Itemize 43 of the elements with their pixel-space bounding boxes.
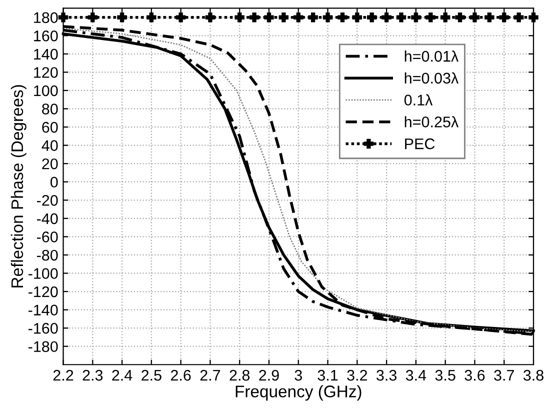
y-tick-label: -180 [28, 341, 58, 352]
x-tick-label: 3 [294, 370, 302, 381]
x-tick-label: 2.9 [259, 370, 279, 381]
y-tick-label: -120 [28, 286, 58, 298]
y-tick-label: 0 [50, 176, 58, 188]
x-tick-label: 2.8 [230, 370, 250, 381]
y-tick-label: -140 [28, 304, 58, 316]
y-tick-label: -40 [36, 213, 58, 224]
y-tick-label: 140 [34, 48, 58, 60]
legend-label: h=0.25λ [404, 116, 458, 128]
y-tick-label: 60 [42, 122, 58, 133]
y-tick-label: -100 [28, 268, 58, 279]
x-tick-label: 3.3 [376, 370, 396, 381]
x-tick-label: 3.5 [435, 370, 456, 381]
x-axis-title: Frequency (GHz) [236, 385, 362, 401]
x-tick-label: 2.2 [53, 370, 74, 381]
x-tick-label: 2.5 [142, 370, 162, 381]
y-tick-label: -160 [28, 322, 58, 334]
x-tick-label: 2.4 [112, 370, 132, 381]
y-tick-label: 180 [34, 12, 58, 24]
legend-label: h=0.01λ [404, 50, 458, 62]
legend-label: h=0.03λ [404, 72, 458, 84]
legend-label: PEC [405, 138, 435, 150]
y-tick-label: -20 [36, 195, 58, 206]
x-tick-label: 3.2 [347, 370, 368, 381]
y-tick-label: 120 [34, 67, 58, 78]
y-tick-label: 20 [42, 158, 58, 170]
y-tick-label: 100 [34, 85, 58, 96]
y-tick-label: 160 [34, 30, 58, 42]
x-tick-label: 2.7 [200, 370, 220, 381]
legend-label: 0.1λ [404, 94, 433, 106]
y-tick-label: -60 [36, 232, 58, 242]
x-tick-label: 3.8 [523, 370, 544, 381]
y-tick-label: 40 [42, 140, 58, 151]
x-tick-label: 2.6 [170, 370, 191, 381]
y-tick-label: 80 [42, 104, 58, 114]
y-tick-label: -80 [36, 250, 58, 261]
y-axis-title: Reflection Phase (Degrees) [10, 85, 26, 288]
x-tick-label: 3.1 [318, 370, 338, 381]
x-tick-label: 3.4 [406, 370, 426, 381]
x-tick-label: 3.6 [464, 370, 485, 381]
x-tick-label: 2.3 [82, 370, 103, 381]
x-tick-label: 3.7 [494, 370, 514, 381]
